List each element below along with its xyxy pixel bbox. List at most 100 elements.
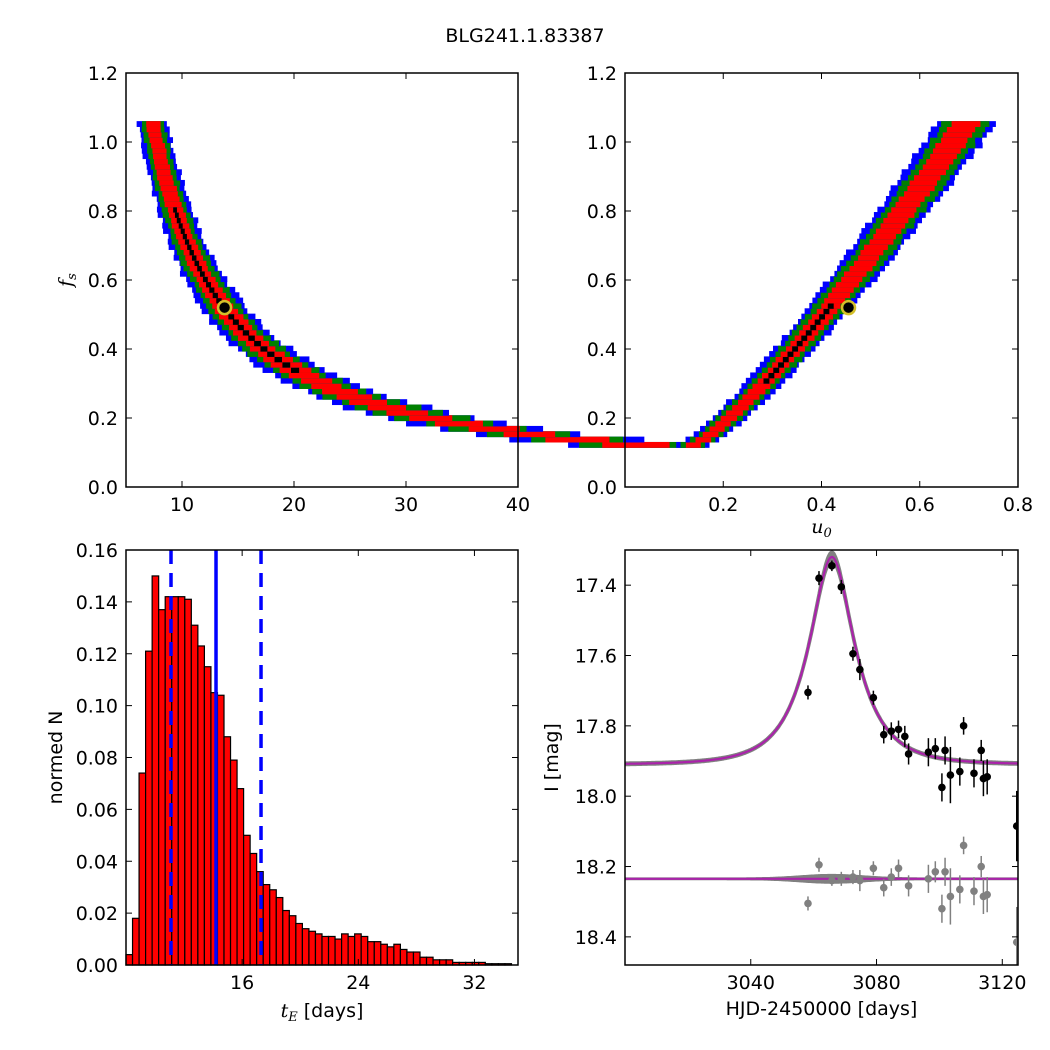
histogram-ytick-label: 0.00 xyxy=(76,955,118,977)
residual-point xyxy=(815,860,823,869)
residual-point xyxy=(977,862,986,871)
u0-fs-cell-level-1 xyxy=(880,222,906,229)
model-curve xyxy=(625,555,1018,765)
u0-fs-cell-level-1 xyxy=(732,404,749,411)
u0-fs-cell-level-1 xyxy=(863,244,888,250)
u0-fs-cell-best xyxy=(782,356,789,363)
u0-fs-cell-level-1 xyxy=(895,201,921,208)
tE-fs-cell-level-1 xyxy=(322,388,358,395)
tE-fs-cell-level-1 xyxy=(163,195,180,202)
tE-fs-cell-best xyxy=(187,244,192,250)
tE-fs-cell-level-1 xyxy=(311,383,342,390)
residual-point xyxy=(904,882,913,890)
u0-fs-cell-level-1 xyxy=(951,121,981,127)
histogram-bar xyxy=(334,938,343,966)
u0-fs-cell-level-1 xyxy=(752,383,771,390)
light-curve-clipped xyxy=(625,550,1018,965)
light-curve-ytick-label: 17.8 xyxy=(575,716,617,738)
histogram-bar xyxy=(301,928,310,966)
light-curve-ticks: 3040 3080 3120 17.4 17.6 17.8 18.0 18.2 18.4 xyxy=(575,550,1026,994)
u0-fs-cell-best xyxy=(823,308,830,315)
light-curve-axes-frame xyxy=(624,549,1019,966)
u0-fs-cell-level-1 xyxy=(918,169,946,176)
u0-fs-cell-level-1 xyxy=(828,292,851,299)
tE-fs-cell-best xyxy=(248,335,255,341)
u0-fs-cell-level-1 xyxy=(946,126,976,133)
u0-fs-cell-best xyxy=(814,318,821,325)
histogram-bar xyxy=(321,935,330,966)
u0-fs-cell-level-1 xyxy=(891,206,917,213)
tE-fs-cell-best xyxy=(182,233,187,240)
u0-fs-cell-level-1 xyxy=(869,238,894,245)
histogram-ytick-label: 0.16 xyxy=(76,540,118,562)
tE-fs-xtick-label: 10 xyxy=(170,494,194,516)
tE-fs-cell-best xyxy=(254,340,261,347)
residual-point xyxy=(941,868,949,876)
histogram-bar xyxy=(341,933,349,966)
tE-fs-cell-best xyxy=(174,212,179,218)
histogram-bar xyxy=(236,788,245,966)
residual-point xyxy=(837,875,846,883)
histogram-bar xyxy=(138,772,147,966)
tE-fs-cell-level-1 xyxy=(503,431,556,438)
data-point xyxy=(956,767,964,776)
u0-fs-cell-best xyxy=(796,340,803,347)
histogram-bar xyxy=(445,959,454,966)
histogram-ytick-label: 0.02 xyxy=(76,903,118,925)
residual-point xyxy=(894,864,903,873)
histogram-bar xyxy=(367,941,375,966)
residual-point xyxy=(804,899,812,908)
histogram-bar xyxy=(288,915,297,966)
histogram-bar xyxy=(243,834,251,966)
tE-fs-cell-best xyxy=(184,238,190,245)
u0-fs-xtick-label: 0.4 xyxy=(806,494,836,516)
u0-fs-xlabel: u0 xyxy=(811,516,832,541)
tE-fs-best-fit-marker xyxy=(216,299,233,316)
histogram-bar xyxy=(184,598,192,966)
histogram-bar xyxy=(131,917,140,966)
tE-fs-cell-level-1 xyxy=(154,158,168,165)
u0-fs-cell-level-1 xyxy=(913,174,941,181)
residual-point xyxy=(1012,938,1018,946)
residual-point xyxy=(828,876,836,885)
figure-title: BLG241.1.83387 xyxy=(445,25,604,47)
data-point xyxy=(887,727,896,735)
histogram-bar xyxy=(295,922,304,966)
u0-xlabel-sub: 0 xyxy=(823,526,831,541)
residual-point xyxy=(879,883,888,892)
residual-point xyxy=(956,885,964,894)
tE-fs-ylabel: fs xyxy=(55,273,80,289)
tE-fs-cell-level-1 xyxy=(409,415,453,422)
tE-fs-cell-best xyxy=(194,260,200,267)
tE-fs-cell-level-1 xyxy=(157,174,173,181)
histogram-bar xyxy=(151,575,160,966)
tE-fs-cell-best xyxy=(237,324,244,331)
histogram-xtick-label: 32 xyxy=(462,972,486,994)
residual-point xyxy=(869,864,878,873)
histogram-bar xyxy=(425,956,434,966)
u0-fs-cell-best xyxy=(827,302,834,309)
tE-fs-ylabel-main: f xyxy=(55,277,77,289)
light-curve-xtick-label: 3040 xyxy=(727,972,775,994)
light-curve-plot xyxy=(625,550,1018,965)
residual-point xyxy=(931,868,940,876)
residual-point xyxy=(938,904,946,913)
tE-fs-cell-best xyxy=(202,276,208,283)
tE-fs-cell-level-1 xyxy=(146,121,161,127)
u0-fs-ytick-label: 0.6 xyxy=(587,270,617,292)
u0-fs-xtick-label: 0.6 xyxy=(905,494,935,516)
histogram-bar xyxy=(399,948,408,966)
data-point xyxy=(849,649,857,658)
tE-fs-cell-level-1 xyxy=(160,185,177,192)
u0-fs-ytick-label: 0.2 xyxy=(587,408,617,430)
data-point xyxy=(879,730,888,739)
u0-fs-cell-level-1 xyxy=(926,158,954,165)
tE-fs-cell-level-1 xyxy=(288,372,320,379)
histogram-bar xyxy=(145,650,153,966)
residual-point xyxy=(849,873,857,881)
histogram-bar xyxy=(262,883,271,966)
tE-fs-ytick-label: 1.2 xyxy=(88,63,118,85)
tE-fs-confidence-cells xyxy=(136,121,706,448)
light-curve-ytick-label: 18.0 xyxy=(575,786,617,808)
